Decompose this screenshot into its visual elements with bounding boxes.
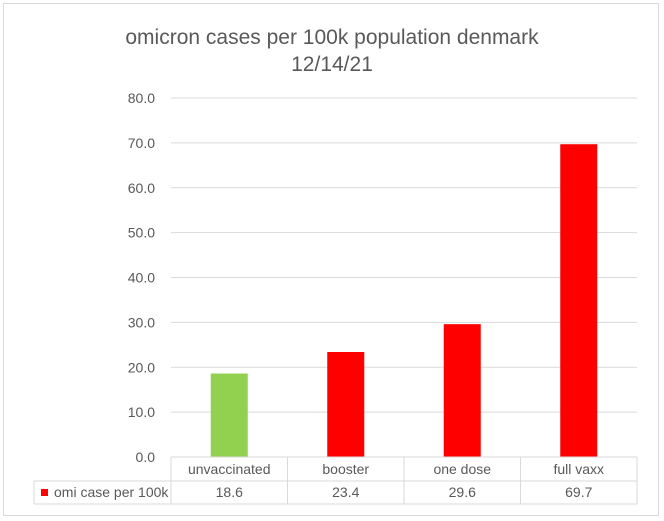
chart-title: omicron cases per 100k population denmar… — [125, 26, 539, 49]
legend-label: omi case per 100k — [54, 484, 169, 500]
y-tick-label: 0.0 — [136, 449, 156, 465]
y-tick-label: 50.0 — [128, 225, 155, 241]
bar-unvaccinated — [210, 373, 248, 457]
y-tick-label: 30.0 — [128, 314, 155, 330]
x-tick-label: unvaccinated — [188, 461, 271, 477]
y-axis-tick-labels: 0.0 10.0 20.0 30.0 40.0 50.0 60.0 70.0 80.0 — [128, 90, 155, 465]
y-tick-label: 70.0 — [128, 135, 155, 151]
y-tick-label: 10.0 — [128, 404, 155, 420]
bars — [210, 144, 598, 457]
data-table: unvaccinated booster one dose full vaxx omi … — [33, 456, 638, 505]
x-tick-label: one dose — [433, 461, 491, 477]
data-label: 29.6 — [449, 484, 476, 500]
data-label: 69.7 — [565, 484, 592, 500]
data-label: 18.6 — [216, 484, 243, 500]
y-tick-label: 40.0 — [128, 270, 155, 286]
data-label: 23.4 — [332, 484, 359, 500]
gridlines — [171, 97, 637, 413]
y-tick-label: 80.0 — [128, 90, 155, 106]
bar-full-vaxx — [560, 144, 598, 457]
y-tick-label: 20.0 — [128, 359, 155, 375]
y-tick-label: 60.0 — [128, 180, 155, 196]
x-tick-label: booster — [322, 461, 369, 477]
bar-one-dose — [443, 324, 481, 457]
x-tick-label: full vaxx — [553, 461, 604, 477]
bar-booster — [327, 351, 365, 457]
chart-subtitle: 12/14/21 — [291, 53, 373, 76]
legend-key — [41, 489, 48, 496]
